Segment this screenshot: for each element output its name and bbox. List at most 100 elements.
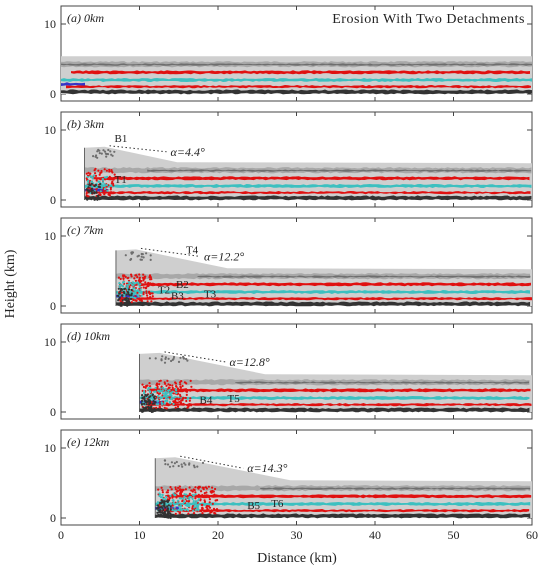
deformed-red [124, 275, 127, 278]
deformed-red [149, 292, 152, 295]
x-tick-label: 30 [291, 528, 303, 542]
deformed-black [130, 288, 133, 292]
deformed-cyan [162, 386, 165, 389]
taper-angle-label: α=4.4° [171, 145, 205, 159]
deformed-red [130, 273, 133, 276]
deformed-gray [183, 462, 186, 465]
deformed-black [126, 290, 129, 294]
annotation-b2: B2 [176, 279, 189, 291]
deformed-red [194, 497, 197, 500]
deformed-red [145, 292, 148, 295]
deformed-red [181, 399, 184, 402]
deformed-black [167, 504, 170, 507]
deformed-red [109, 191, 112, 194]
deformed-red [140, 280, 143, 283]
deformed-red [95, 188, 98, 191]
deformed-red [111, 171, 114, 174]
deformed-black [85, 188, 88, 191]
deformed-black [125, 299, 128, 302]
deformed-red [138, 281, 142, 284]
deformed-cyan [97, 180, 100, 183]
deformed-gray [137, 254, 140, 257]
deformed-gray [180, 463, 183, 466]
deformed-red [119, 277, 122, 281]
deformed-cyan [99, 190, 102, 193]
deformed-red [185, 399, 188, 403]
deformed-gray [160, 358, 163, 361]
deformed-gray [164, 463, 167, 466]
panel-b: 0 10 α=4.4° B1 T1 (b) 3km [44, 111, 533, 208]
deformed-cyan [91, 176, 94, 179]
deformed-red [206, 509, 209, 512]
deformed-cyan [164, 390, 167, 393]
deformed-cyan [118, 282, 121, 285]
deformed-red [142, 291, 145, 294]
blue-layer [61, 82, 85, 86]
deformed-gray [196, 465, 199, 468]
deformed-gray [142, 256, 145, 259]
y-tick-label: 10 [44, 17, 56, 31]
deformed-red [174, 382, 178, 385]
cyan-layer [116, 290, 530, 294]
deformed-red [183, 388, 186, 391]
dark-gray-layer [147, 169, 532, 172]
deformed-cyan [105, 184, 108, 187]
deformed-red [167, 383, 170, 386]
deformed-red [182, 396, 185, 399]
deformed-red [210, 509, 213, 512]
deformed-black [128, 288, 131, 291]
deformed-red [144, 281, 147, 284]
deformed-red [99, 193, 102, 196]
deformed-cyan [137, 283, 140, 286]
deformed-cyan [188, 505, 191, 508]
deformed-cyan [102, 179, 105, 182]
deformed-red [156, 391, 159, 394]
deformed-cyan [167, 391, 170, 394]
deformed-black [151, 410, 154, 413]
annotation-t6: T6 [271, 498, 284, 510]
deformed-red [135, 283, 138, 286]
deformed-cyan [129, 282, 132, 285]
deformed-gray [124, 254, 127, 257]
deformed-black [140, 399, 144, 402]
deformed-gray [140, 255, 143, 258]
deformed-gray [179, 356, 182, 359]
deformed-gray [181, 465, 184, 468]
deformed-red [166, 489, 170, 492]
deformed-cyan [147, 387, 150, 390]
dark-gray-layer [61, 63, 532, 66]
deformed-black [95, 191, 98, 194]
deformed-cyan [86, 175, 89, 179]
deformed-red [108, 168, 111, 171]
deformed-black [151, 402, 154, 405]
deformed-red [155, 382, 159, 385]
deformed-cyan [172, 492, 175, 495]
deformed-red [95, 179, 98, 182]
deformed-red [130, 275, 133, 278]
deformed-cyan [126, 283, 129, 287]
deformed-cyan [195, 505, 198, 508]
red-lower-layer [66, 85, 531, 89]
deformed-red [203, 492, 206, 495]
deformed-cyan [157, 394, 160, 397]
deformed-black [166, 505, 169, 508]
x-tick-label: 0 [58, 528, 64, 542]
deformed-cyan [187, 509, 190, 512]
deformed-red [169, 384, 172, 387]
deformed-cyan [136, 289, 139, 292]
deformed-black [161, 499, 164, 502]
red-layer [165, 494, 532, 499]
deformed-gray [149, 258, 152, 261]
deformed-cyan [149, 393, 152, 396]
deformed-red [200, 495, 203, 498]
deformed-black [152, 400, 155, 403]
y-tick-label: 0 [50, 299, 56, 313]
deformed-red [107, 193, 110, 196]
deformed-cyan [133, 287, 136, 290]
red-lower-layer [160, 509, 530, 513]
y-tick-label: 0 [50, 405, 56, 419]
deformed-red [127, 276, 130, 279]
deformed-red [201, 511, 204, 515]
taper-line [109, 145, 167, 153]
